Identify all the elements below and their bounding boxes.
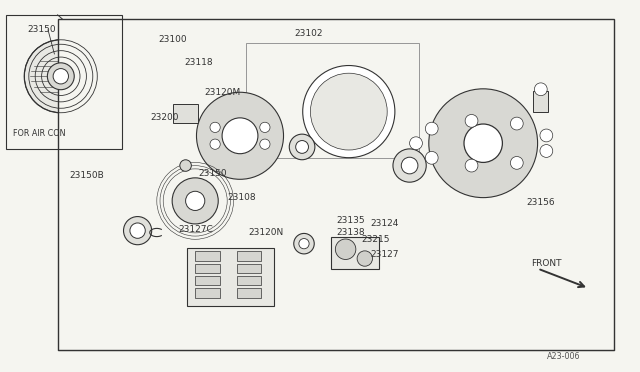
Text: A23-006: A23-006 bbox=[547, 352, 580, 361]
Circle shape bbox=[426, 151, 438, 164]
Circle shape bbox=[53, 68, 68, 84]
Text: 23108: 23108 bbox=[227, 193, 256, 202]
Circle shape bbox=[393, 149, 426, 182]
Bar bbox=[195, 251, 220, 261]
Text: 23127C: 23127C bbox=[178, 225, 212, 234]
Circle shape bbox=[260, 122, 270, 132]
Text: 23215: 23215 bbox=[362, 235, 390, 244]
Circle shape bbox=[294, 233, 314, 254]
Circle shape bbox=[401, 157, 418, 174]
Bar bbox=[195, 264, 220, 273]
Circle shape bbox=[465, 159, 478, 172]
Text: 23156: 23156 bbox=[526, 198, 555, 207]
Text: 23124: 23124 bbox=[370, 219, 398, 228]
Circle shape bbox=[172, 178, 218, 224]
Text: 23150: 23150 bbox=[198, 169, 227, 178]
Text: 23127: 23127 bbox=[370, 250, 399, 259]
Circle shape bbox=[335, 239, 356, 260]
Circle shape bbox=[130, 223, 145, 238]
Circle shape bbox=[278, 41, 419, 182]
Circle shape bbox=[296, 141, 308, 153]
Circle shape bbox=[222, 118, 258, 154]
Circle shape bbox=[410, 137, 422, 150]
Circle shape bbox=[47, 63, 74, 90]
Circle shape bbox=[510, 157, 523, 169]
Text: 23118: 23118 bbox=[184, 58, 213, 67]
Circle shape bbox=[426, 122, 438, 135]
Text: 23120M: 23120M bbox=[205, 88, 241, 97]
Circle shape bbox=[260, 139, 270, 149]
Text: FOR AIR CON: FOR AIR CON bbox=[13, 129, 65, 138]
Text: 23200: 23200 bbox=[150, 113, 179, 122]
Text: 23100: 23100 bbox=[159, 35, 188, 44]
Bar bbox=[246, 43, 419, 158]
Circle shape bbox=[289, 134, 315, 160]
Text: 23138: 23138 bbox=[336, 228, 365, 237]
Text: 23120N: 23120N bbox=[248, 228, 284, 237]
Bar bbox=[173, 104, 198, 123]
Bar bbox=[237, 288, 261, 298]
Bar bbox=[187, 248, 274, 306]
Circle shape bbox=[310, 73, 387, 150]
Circle shape bbox=[429, 89, 538, 198]
Circle shape bbox=[186, 191, 205, 211]
Bar bbox=[58, 19, 614, 350]
Circle shape bbox=[540, 129, 553, 142]
Circle shape bbox=[180, 160, 191, 171]
Circle shape bbox=[401, 61, 565, 225]
Circle shape bbox=[540, 145, 553, 157]
Text: FRONT: FRONT bbox=[531, 259, 562, 268]
Circle shape bbox=[210, 122, 220, 132]
Circle shape bbox=[124, 217, 152, 245]
Circle shape bbox=[155, 161, 236, 241]
Bar bbox=[195, 276, 220, 285]
Circle shape bbox=[24, 40, 97, 113]
Circle shape bbox=[196, 92, 284, 179]
Bar bbox=[6, 15, 122, 149]
Bar bbox=[332, 237, 379, 269]
Bar bbox=[237, 251, 261, 261]
Circle shape bbox=[299, 238, 309, 249]
Circle shape bbox=[510, 117, 523, 130]
Circle shape bbox=[210, 139, 220, 149]
Text: 23150: 23150 bbox=[27, 25, 56, 33]
Circle shape bbox=[465, 115, 478, 127]
Circle shape bbox=[176, 72, 304, 200]
Circle shape bbox=[464, 124, 502, 163]
Text: 23135: 23135 bbox=[336, 216, 365, 225]
Bar bbox=[533, 91, 548, 112]
Text: 23150B: 23150B bbox=[69, 171, 104, 180]
Bar bbox=[237, 276, 261, 285]
Text: 23102: 23102 bbox=[294, 29, 323, 38]
Bar bbox=[195, 288, 220, 298]
Circle shape bbox=[303, 65, 395, 158]
Circle shape bbox=[357, 251, 372, 266]
Bar bbox=[246, 43, 419, 158]
Circle shape bbox=[534, 83, 547, 96]
Bar bbox=[237, 264, 261, 273]
